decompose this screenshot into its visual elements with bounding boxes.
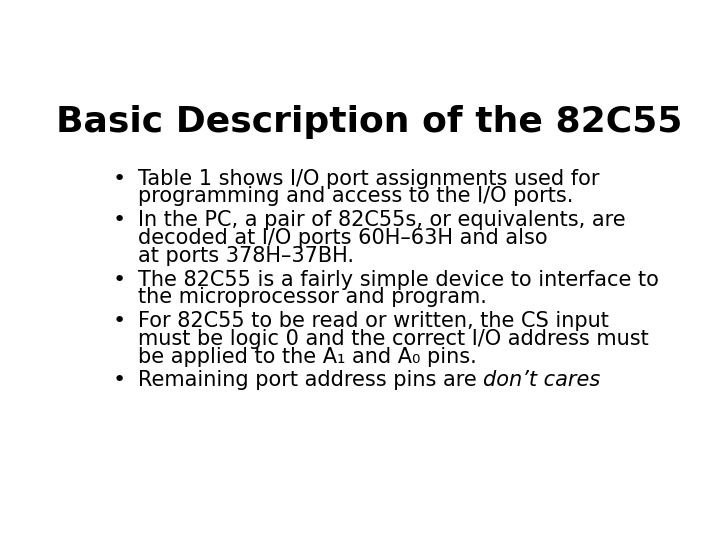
Text: In the PC, a pair of 82C55s, or equivalents, are: In the PC, a pair of 82C55s, or equivale… [138,210,626,231]
Text: the microprocessor and program.: the microprocessor and program. [138,287,487,307]
Text: •: • [113,370,126,390]
Text: Table 1 shows I/O port assignments used for: Table 1 shows I/O port assignments used … [138,168,600,189]
Text: The 82C55 is a fairly simple device to interface to: The 82C55 is a fairly simple device to i… [138,269,659,289]
Text: be applied to the A₁ and A₀ pins.: be applied to the A₁ and A₀ pins. [138,347,477,367]
Text: •: • [113,210,126,231]
Text: at ports 378H–37BH.: at ports 378H–37BH. [138,246,354,266]
Text: don’t cares: don’t cares [483,370,600,390]
Text: decoded at I/O ports 60H–63H and also: decoded at I/O ports 60H–63H and also [138,228,548,248]
Text: Remaining port address pins are: Remaining port address pins are [138,370,483,390]
Text: •: • [113,269,126,289]
Text: Basic Description of the 82C55: Basic Description of the 82C55 [56,105,682,139]
Text: must be logic 0 and the correct I/O address must: must be logic 0 and the correct I/O addr… [138,329,649,349]
Text: programming and access to the I/O ports.: programming and access to the I/O ports. [138,186,573,206]
Text: For 82C55 to be read or written, the CS input: For 82C55 to be read or written, the CS … [138,311,609,331]
Text: •: • [113,168,126,189]
Text: •: • [113,311,126,331]
